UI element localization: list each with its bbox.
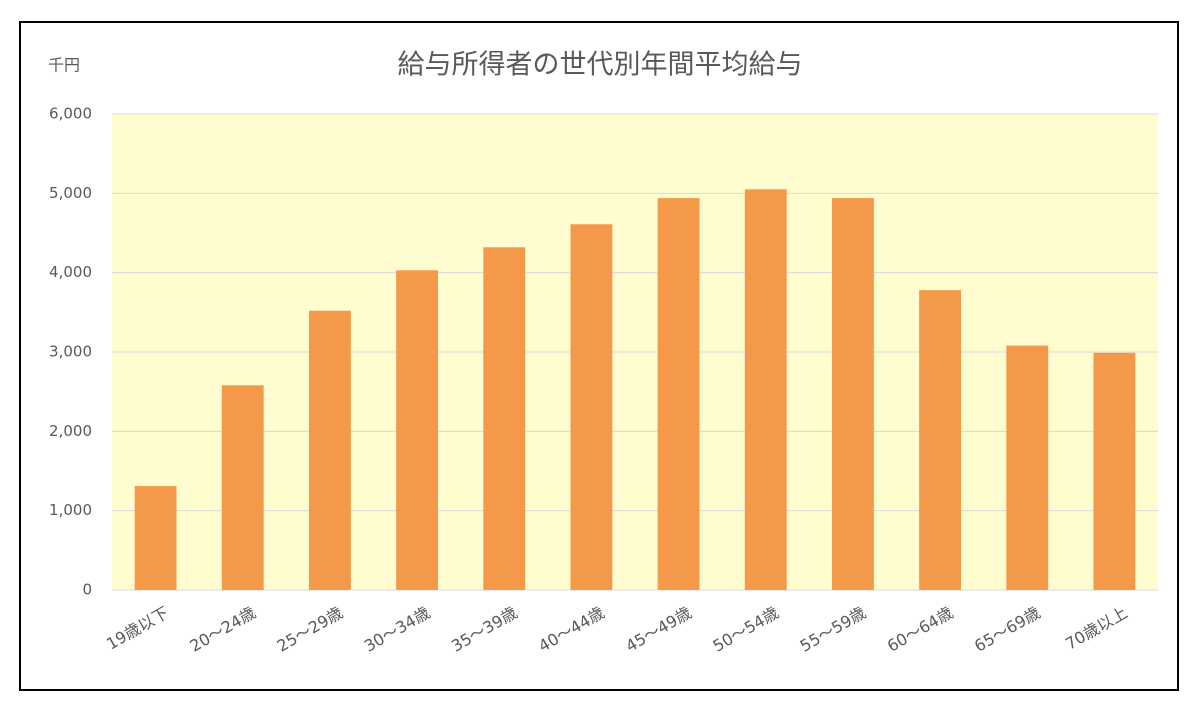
y-tick-label: 5,000 [49, 184, 92, 202]
bar [221, 385, 264, 590]
chart-title: 給与所得者の世代別年間平均給与 [398, 50, 803, 81]
y-axis-label: 千円 [48, 56, 80, 75]
y-tick-label: 0 [82, 581, 92, 599]
y-tick-label: 6,000 [49, 105, 92, 123]
bar [919, 290, 962, 590]
bar [570, 224, 613, 591]
bar [744, 189, 787, 590]
bar [657, 198, 700, 591]
bar [831, 198, 874, 591]
y-tick-label: 2,000 [49, 422, 92, 440]
bar [483, 247, 526, 590]
bar [308, 310, 351, 590]
y-tick-label: 3,000 [49, 343, 92, 361]
bar [1093, 352, 1136, 590]
y-tick-label: 4,000 [49, 263, 92, 281]
bar [396, 270, 439, 590]
bar [1006, 345, 1049, 590]
y-tick-label: 1,000 [49, 501, 92, 519]
bar [134, 486, 177, 590]
